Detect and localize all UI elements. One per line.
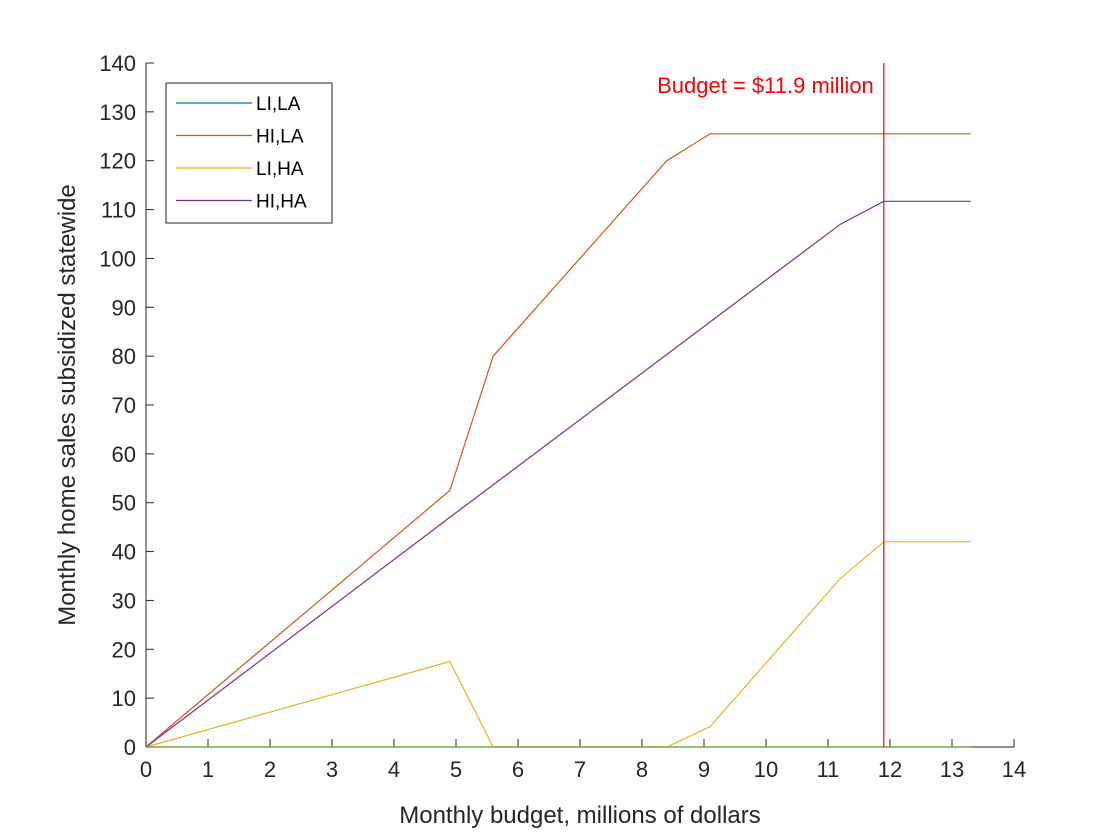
x-tick-label: 2 [264, 757, 276, 782]
y-axis-title: Monthly home sales subsidized statewide [54, 184, 81, 626]
x-tick-label: 8 [636, 757, 648, 782]
x-tick-label: 7 [574, 757, 586, 782]
series-line-li-ha [145, 541, 971, 748]
series-group [145, 133, 971, 748]
y-tick-label: 0 [124, 735, 136, 760]
x-tick-label: 12 [878, 757, 902, 782]
y-tick-label: 130 [99, 100, 136, 125]
x-axis-title: Monthly budget, millions of dollars [399, 802, 761, 829]
y-tick-label: 120 [99, 149, 136, 174]
y-tick-label: 40 [112, 540, 136, 565]
x-tick-label: 13 [940, 757, 964, 782]
y-tick-label: 20 [112, 637, 136, 662]
x-tick-label: 5 [450, 757, 462, 782]
legend-label-hi-ha: HI,HA [256, 192, 307, 213]
x-tick-label: 14 [1002, 757, 1026, 782]
budget-label: Budget = $11.9 million [657, 73, 874, 98]
series-line-hi-ha [145, 200, 971, 748]
y-tick-label: 30 [112, 588, 136, 613]
legend-label-li-ha: LI,HA [256, 159, 304, 180]
x-tick-label: 10 [754, 757, 778, 782]
legend: LI,LA HI,LA LI,HA HI,HA [165, 82, 333, 224]
annotation-group: Budget = $11.9 million [657, 63, 885, 747]
y-tick-label: 140 [99, 51, 136, 76]
x-tick-label: 11 [817, 757, 840, 782]
y-tick-label: 100 [99, 246, 136, 271]
x-tick-label: 0 [140, 757, 152, 782]
axes-group: 0 1 2 3 4 5 6 7 8 9 10 11 12 13 1401020304050607080901… [99, 51, 1026, 782]
y-tick-label: 90 [112, 295, 136, 320]
y-tick-label: 60 [112, 442, 136, 467]
y-tick-label: 10 [112, 686, 136, 711]
y-tick-label: 80 [112, 344, 136, 369]
legend-label-hi-la: HI,LA [256, 127, 304, 148]
series-line-hi-la [145, 133, 971, 748]
x-tick-label: 6 [512, 757, 524, 782]
legend-label-li-la: LI,LA [256, 94, 301, 115]
y-tick-label: 110 [101, 198, 136, 223]
x-tick-label: 9 [698, 757, 710, 782]
y-tick-label: 70 [112, 393, 136, 418]
x-tick-label: 4 [388, 757, 400, 782]
x-tick-label: 1 [202, 757, 214, 782]
legend-box [165, 82, 333, 224]
y-tick-label: 50 [112, 491, 136, 516]
x-tick-label: 3 [326, 757, 338, 782]
